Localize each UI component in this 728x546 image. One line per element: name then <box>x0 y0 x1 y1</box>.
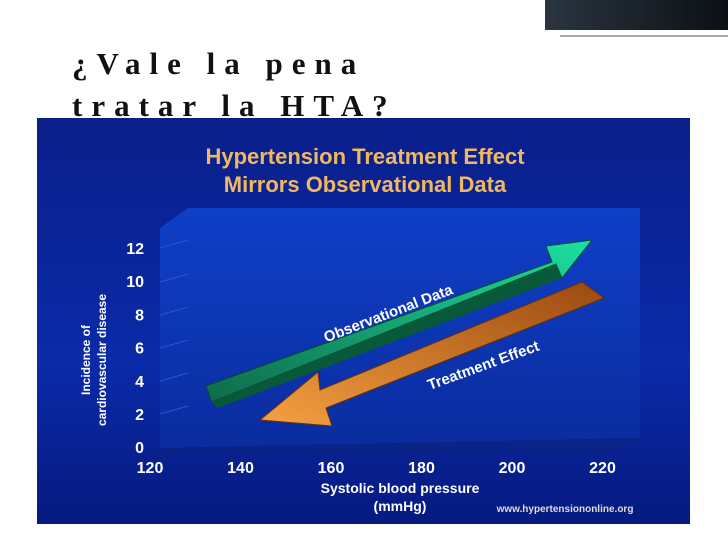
figure-title: Hypertension Treatment Effect <box>205 144 525 169</box>
y-ticks: 12 10 8 6 4 2 0 <box>126 241 144 457</box>
y-tick-label: 10 <box>126 274 144 291</box>
y-tick-label: 12 <box>126 241 144 258</box>
x-label: (mmHg) <box>374 498 427 514</box>
y-tick-label: 2 <box>135 407 144 424</box>
header-bar <box>545 0 728 30</box>
x-tick-label: 200 <box>499 460 526 477</box>
y-tick-label: 6 <box>135 341 144 358</box>
x-tick-label: 220 <box>589 460 616 477</box>
x-tick-label: 140 <box>227 460 254 477</box>
slide-title: ¿Vale la pena <box>72 46 365 81</box>
y-label: cardiovascular disease <box>95 294 109 426</box>
slide-title: tratar la HTA? <box>72 88 397 123</box>
y-tick-label: 0 <box>135 440 144 457</box>
x-label: Systolic blood pressure <box>321 480 480 496</box>
x-tick-label: 120 <box>137 460 164 477</box>
x-tick-label: 160 <box>318 460 345 477</box>
x-ticks: 120 140 160 180 200 220 <box>137 460 616 477</box>
y-tick-label: 8 <box>135 307 144 324</box>
figure-title: Mirrors Observational Data <box>224 172 507 197</box>
y-label: Incidence of <box>79 324 93 395</box>
treatment-arrow <box>258 281 606 427</box>
plot-floor <box>148 438 640 455</box>
arrow-side <box>212 264 562 408</box>
grid <box>159 239 189 415</box>
y-tick-label: 4 <box>135 374 144 391</box>
source: www.hypertensiononline.org <box>496 504 634 515</box>
x-tick-label: 180 <box>408 460 435 477</box>
